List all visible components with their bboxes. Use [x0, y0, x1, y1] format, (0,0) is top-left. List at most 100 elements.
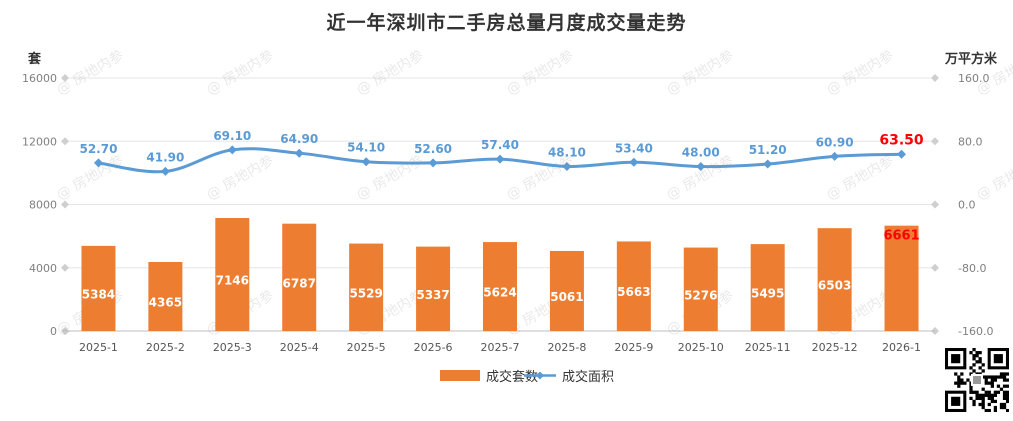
bar-data-label: 5384: [82, 287, 115, 301]
watermark-text: @ 房地内参: [354, 47, 427, 99]
line-point: [763, 159, 773, 169]
bar-data-label: 5061: [550, 290, 583, 304]
line-point: [629, 157, 639, 167]
bar-data-label: 5276: [684, 288, 717, 302]
line-data-label: 52.70: [79, 142, 117, 156]
watermark-text: @ 房地内参: [504, 47, 577, 99]
bar-data-label: 5495: [751, 287, 784, 301]
watermark-text: @ 房地内参: [974, 152, 1013, 204]
line-point: [562, 161, 572, 171]
x-tick-label: 2025-2: [146, 341, 185, 354]
y-right-tick-marker: [931, 74, 939, 82]
bar: [817, 228, 852, 331]
bar: [683, 247, 718, 331]
legend-line-label: 成交面积: [562, 370, 615, 385]
bar: [616, 241, 651, 331]
y-left-tick-marker: [61, 74, 69, 82]
bar: [282, 223, 317, 331]
bar-data-label: 6787: [283, 276, 316, 290]
y-left-tick-label: 8000: [29, 199, 57, 212]
x-tick-label: 2025-4: [280, 341, 319, 354]
line-data-label: 63.50: [879, 132, 924, 148]
bar-data-label: 5663: [617, 285, 650, 299]
line-point: [160, 166, 170, 176]
legend-item-line[interactable]: 成交面积: [524, 366, 614, 385]
line-point: [696, 162, 706, 172]
legend-bar-swatch: [440, 370, 480, 381]
bar-data-label: 7146: [216, 274, 249, 288]
bar: [549, 250, 584, 331]
y-right-tick-marker: [931, 137, 939, 146]
bar: [750, 244, 785, 331]
watermark-text: @ 房地内参: [664, 47, 737, 99]
x-tick-label: 2025-9: [614, 341, 653, 354]
line-point: [830, 151, 840, 161]
bar-data-label: 6503: [818, 279, 851, 293]
y-left-tick-marker: [61, 200, 69, 209]
x-tick-label: 2025-10: [678, 341, 724, 354]
bar-data-label: 6661: [883, 229, 919, 244]
line-data-label: 51.20: [749, 143, 787, 157]
line-data-label: 57.40: [481, 138, 519, 152]
chart-title: 近一年深圳市二手房总量月度成交量走势: [326, 12, 687, 34]
line-point: [897, 149, 907, 159]
line-data-label: 41.90: [146, 150, 184, 164]
x-tick-label: 2025-11: [745, 341, 791, 354]
bar: [81, 245, 116, 331]
y-right-tick-label: 160.0: [958, 72, 990, 85]
watermark-text: @ 房地内参: [204, 47, 277, 99]
line-point: [361, 157, 371, 167]
x-tick-label: 2025-3: [213, 341, 252, 354]
y-right-tick-label: 0.0: [958, 199, 976, 212]
bar: [416, 246, 451, 331]
x-tick-label: 2025-6: [414, 341, 453, 354]
bar: [483, 242, 517, 331]
y-left-tick-label: 4000: [29, 262, 57, 275]
line-data-label: 54.10: [347, 141, 385, 155]
x-tick-label: 2026-1: [882, 341, 921, 354]
watermark-text: @ 房地内参: [54, 152, 127, 204]
x-tick-label: 2025-5: [347, 341, 386, 354]
y-right-tick-label: 80.0: [958, 135, 983, 148]
x-tick-label: 2025-7: [481, 341, 520, 354]
line-point: [495, 154, 505, 164]
line-data-label: 64.90: [280, 132, 318, 146]
watermark-text: @ 房地内参: [204, 152, 277, 204]
line-point: [227, 145, 237, 155]
legend-bar-label: 成交套数: [486, 370, 539, 385]
bar: [215, 218, 250, 331]
line-data-label: 69.10: [213, 129, 251, 143]
legend-line-swatch: [524, 371, 556, 380]
y-right-tick-label: -80.0: [958, 262, 986, 275]
watermark-text: @ 房地内参: [54, 47, 127, 99]
bar-data-label: 5624: [483, 286, 516, 300]
line-data-label: 48.10: [548, 145, 586, 159]
y-left-tick-label: 16000: [22, 72, 57, 85]
qr-code-icon: [945, 348, 1009, 412]
bar-data-label: 5337: [416, 288, 449, 302]
bar-data-label: 5529: [349, 286, 382, 300]
legend-item-bars[interactable]: 成交套数: [440, 366, 538, 385]
watermark-text: @ 房地内参: [824, 47, 897, 99]
line-data-label: 53.40: [615, 141, 653, 155]
line-data-label: 60.90: [816, 135, 854, 149]
y-left-tick-marker: [61, 137, 69, 146]
x-tick-label: 2025-12: [812, 341, 858, 354]
y-right-tick-marker: [931, 200, 939, 209]
y-left-tick-label: 12000: [22, 135, 57, 148]
left-axis-unit: 套: [28, 52, 42, 67]
y-right-tick-marker: [931, 263, 939, 272]
line-point: [294, 148, 304, 158]
line-point: [428, 158, 438, 168]
x-tick-label: 2025-8: [547, 341, 586, 354]
y-left-tick-marker: [61, 263, 69, 272]
line-point: [93, 158, 103, 168]
y-right-tick-label: -160.0: [958, 325, 993, 338]
line-data-label: 48.00: [682, 146, 720, 160]
line-data-label: 52.60: [414, 142, 452, 156]
bar: [349, 243, 384, 331]
right-axis-unit: 万平方米: [945, 52, 998, 67]
y-left-tick-label: 0: [50, 325, 57, 338]
bar-data-label: 4365: [149, 295, 182, 309]
